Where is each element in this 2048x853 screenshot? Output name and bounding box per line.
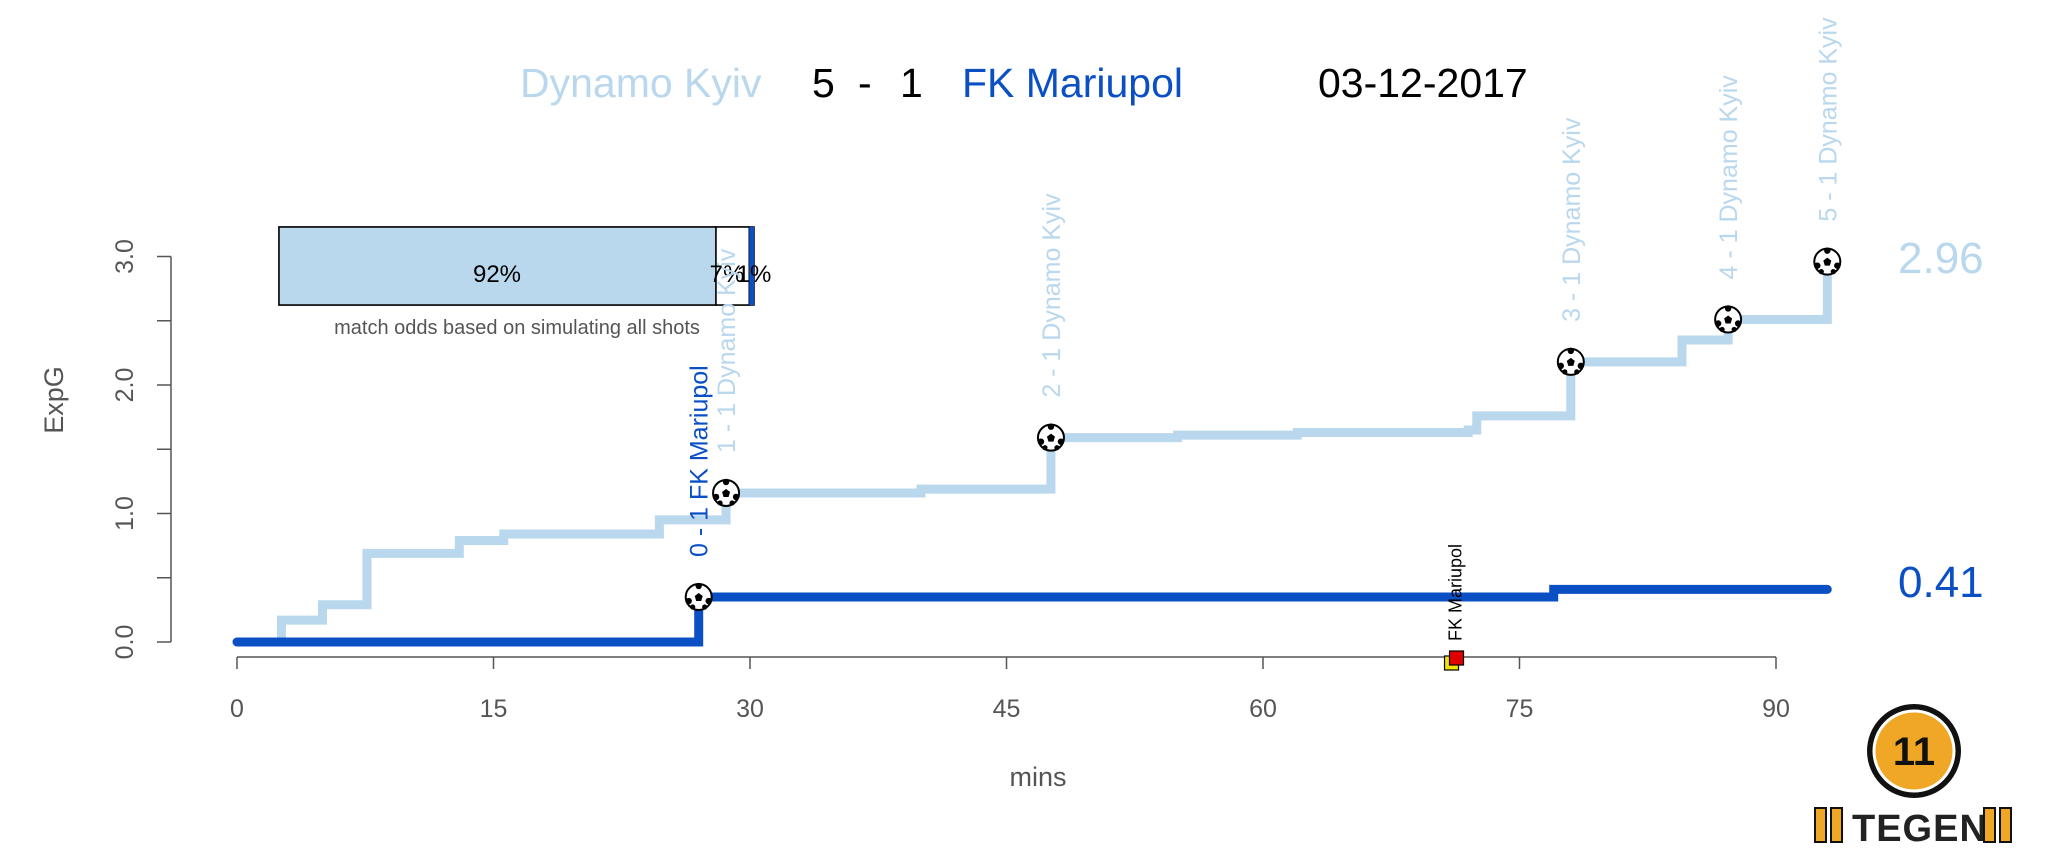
- second-yellow-card-icon: [1443, 650, 1465, 671]
- logo-badge-text: 11: [1893, 730, 1935, 774]
- score-separator: -: [858, 60, 872, 106]
- card-label: FK Mariupol: [1446, 544, 1466, 641]
- logo-text: TEGEN: [1852, 808, 1988, 850]
- odds-draw-bar: [715, 226, 750, 306]
- away-team-title: FK Mariupol: [962, 60, 1183, 106]
- home-xg-line: [232, 257, 1832, 647]
- logo-right-mark: [1983, 807, 2012, 843]
- x-tick-label: 30: [736, 695, 764, 723]
- odds-away-win-label: 1%: [737, 261, 772, 288]
- x-tick-label: 90: [1762, 695, 1790, 723]
- home-team-title: Dynamo Kyiv: [520, 60, 762, 106]
- goal-label: 4 - 1 Dynamo Kyiv: [1715, 75, 1743, 280]
- goal-label: 3 - 1 Dynamo Kyiv: [1558, 117, 1586, 322]
- x-tick-label: 60: [1249, 695, 1277, 723]
- away-final-xg: 0.41: [1898, 558, 1984, 607]
- score-away: 1: [900, 60, 923, 106]
- goal-label: 2 - 1 Dynamo Kyiv: [1038, 193, 1066, 398]
- chart-axes: 0 15 30 45 60 75 90 0.0 1.0 2.0 3.0 mins ExpG: [39, 239, 1790, 792]
- card-markers: FK Mariupol: [1443, 544, 1466, 671]
- match-date: 03-12-2017: [1318, 60, 1528, 106]
- away-xg-line: [232, 584, 1832, 647]
- goal-label: 0 - 1 FK Mariupol: [686, 365, 714, 557]
- soccer-ball-icon: [1714, 305, 1743, 334]
- home-final-xg: 2.96: [1898, 234, 1984, 283]
- y-tick-label: 2.0: [111, 368, 139, 403]
- x-axis-label: mins: [1009, 762, 1066, 792]
- score-home: 5: [812, 60, 835, 106]
- x-tick-label: 75: [1506, 695, 1534, 723]
- logo-badge: [1872, 709, 1956, 793]
- soccer-ball-icon: [1813, 247, 1842, 276]
- logo-left-mark: [1814, 807, 1843, 843]
- odds-caption: match odds based on simulating all shots: [334, 317, 700, 339]
- soccer-ball-icon: [712, 478, 741, 507]
- goal-markers: [684, 247, 1842, 612]
- y-tick-label: 0.0: [111, 625, 139, 660]
- x-tick-label: 0: [230, 695, 244, 723]
- odds-away-win-bar: [749, 227, 754, 305]
- x-tick-label: 15: [480, 695, 508, 723]
- match-odds-box: 92% 7% 1% match odds based on simulating…: [278, 226, 772, 339]
- y-tick-label: 1.0: [111, 496, 139, 531]
- odds-home-win-label: 92%: [473, 261, 521, 288]
- brand-logo: 11 TEGEN: [1814, 704, 2012, 850]
- odds-home-win-bar: [278, 226, 717, 306]
- y-axis-label: ExpG: [39, 366, 69, 434]
- x-tick-label: 45: [993, 695, 1021, 723]
- odds-draw-label: 7%: [710, 261, 745, 288]
- xg-series: [232, 257, 1832, 647]
- goal-label: 1 - 1 Dynamo Kyiv: [713, 248, 741, 453]
- soccer-ball-icon: [1036, 423, 1065, 452]
- soccer-ball-icon: [684, 582, 713, 612]
- soccer-ball-icon: [1556, 347, 1585, 376]
- goal-label: 5 - 1 Dynamo Kyiv: [1814, 17, 1842, 222]
- y-tick-label: 3.0: [111, 239, 139, 274]
